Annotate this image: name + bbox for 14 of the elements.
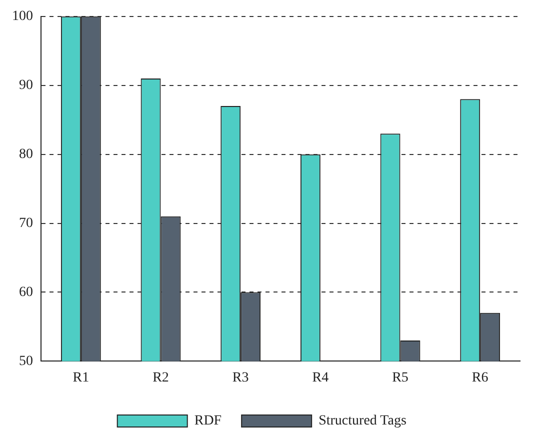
x-tick-label: R4 [312, 370, 329, 386]
y-tick-label: 50 [19, 354, 33, 369]
x-tick-label: R5 [392, 370, 408, 386]
x-tick-label: R2 [152, 370, 169, 386]
legend-label: RDF [194, 414, 222, 429]
y-tick-label: 100 [12, 9, 33, 24]
legend-label: Structured Tags [318, 414, 406, 429]
y-tick-label: 60 [19, 284, 33, 300]
x-tick-label: R1 [72, 370, 90, 386]
x-tick-label: R3 [232, 370, 249, 386]
y-tick-label: 90 [19, 78, 33, 94]
y-tick-label: 70 [19, 216, 33, 231]
x-tick-label: R6 [472, 370, 488, 386]
y-tick-label: 80 [19, 146, 33, 162]
